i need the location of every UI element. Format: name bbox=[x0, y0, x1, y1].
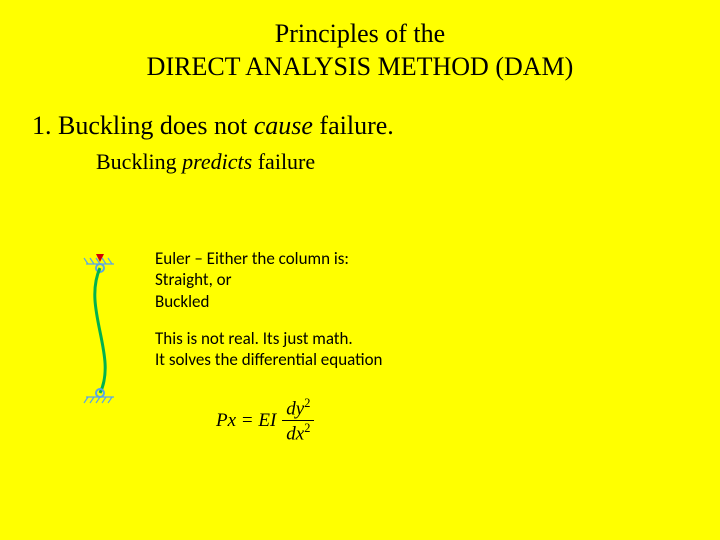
buckled-column bbox=[95, 268, 105, 393]
title-line-2: DIRECT ANALYSIS METHOD (DAM) bbox=[147, 52, 574, 81]
eq-fraction: dy2 dx2 bbox=[282, 396, 314, 446]
title-line-1: Principles of the bbox=[275, 19, 445, 48]
slide-title: Principles of the DIRECT ANALYSIS METHOD… bbox=[0, 0, 720, 83]
expl-line-4: This is not real. Its just math. bbox=[155, 328, 382, 349]
bullet-number: 1. bbox=[32, 111, 52, 140]
bullet-italic: cause bbox=[254, 111, 313, 140]
bullet-text-b: failure. bbox=[313, 111, 394, 140]
sub-text-b: failure bbox=[252, 149, 315, 174]
eq-lhs: Px = EI bbox=[216, 410, 276, 432]
sub-bullet: Buckling predicts failure bbox=[96, 149, 720, 175]
bottom-support bbox=[84, 397, 114, 403]
expl-line-3: Buckled bbox=[155, 291, 382, 312]
expl-line-1: Euler – Either the column is: bbox=[155, 248, 382, 269]
bullet-1: 1. Buckling does not cause failure. bbox=[32, 111, 720, 141]
sub-italic: predicts bbox=[182, 149, 252, 174]
eq-denominator: dx2 bbox=[282, 421, 314, 445]
differential-equation: Px = EI dy2 dx2 bbox=[216, 396, 314, 446]
expl-line-2: Straight, or bbox=[155, 269, 382, 290]
explanation-text: Euler – Either the column is: Straight, … bbox=[155, 248, 382, 370]
expl-line-5: It solves the differential equation bbox=[155, 349, 382, 370]
buckling-diagram bbox=[72, 238, 132, 413]
eq-numerator: dy2 bbox=[282, 396, 314, 421]
sub-text-a: Buckling bbox=[96, 149, 182, 174]
bullet-text-a: Buckling does not bbox=[58, 111, 254, 140]
